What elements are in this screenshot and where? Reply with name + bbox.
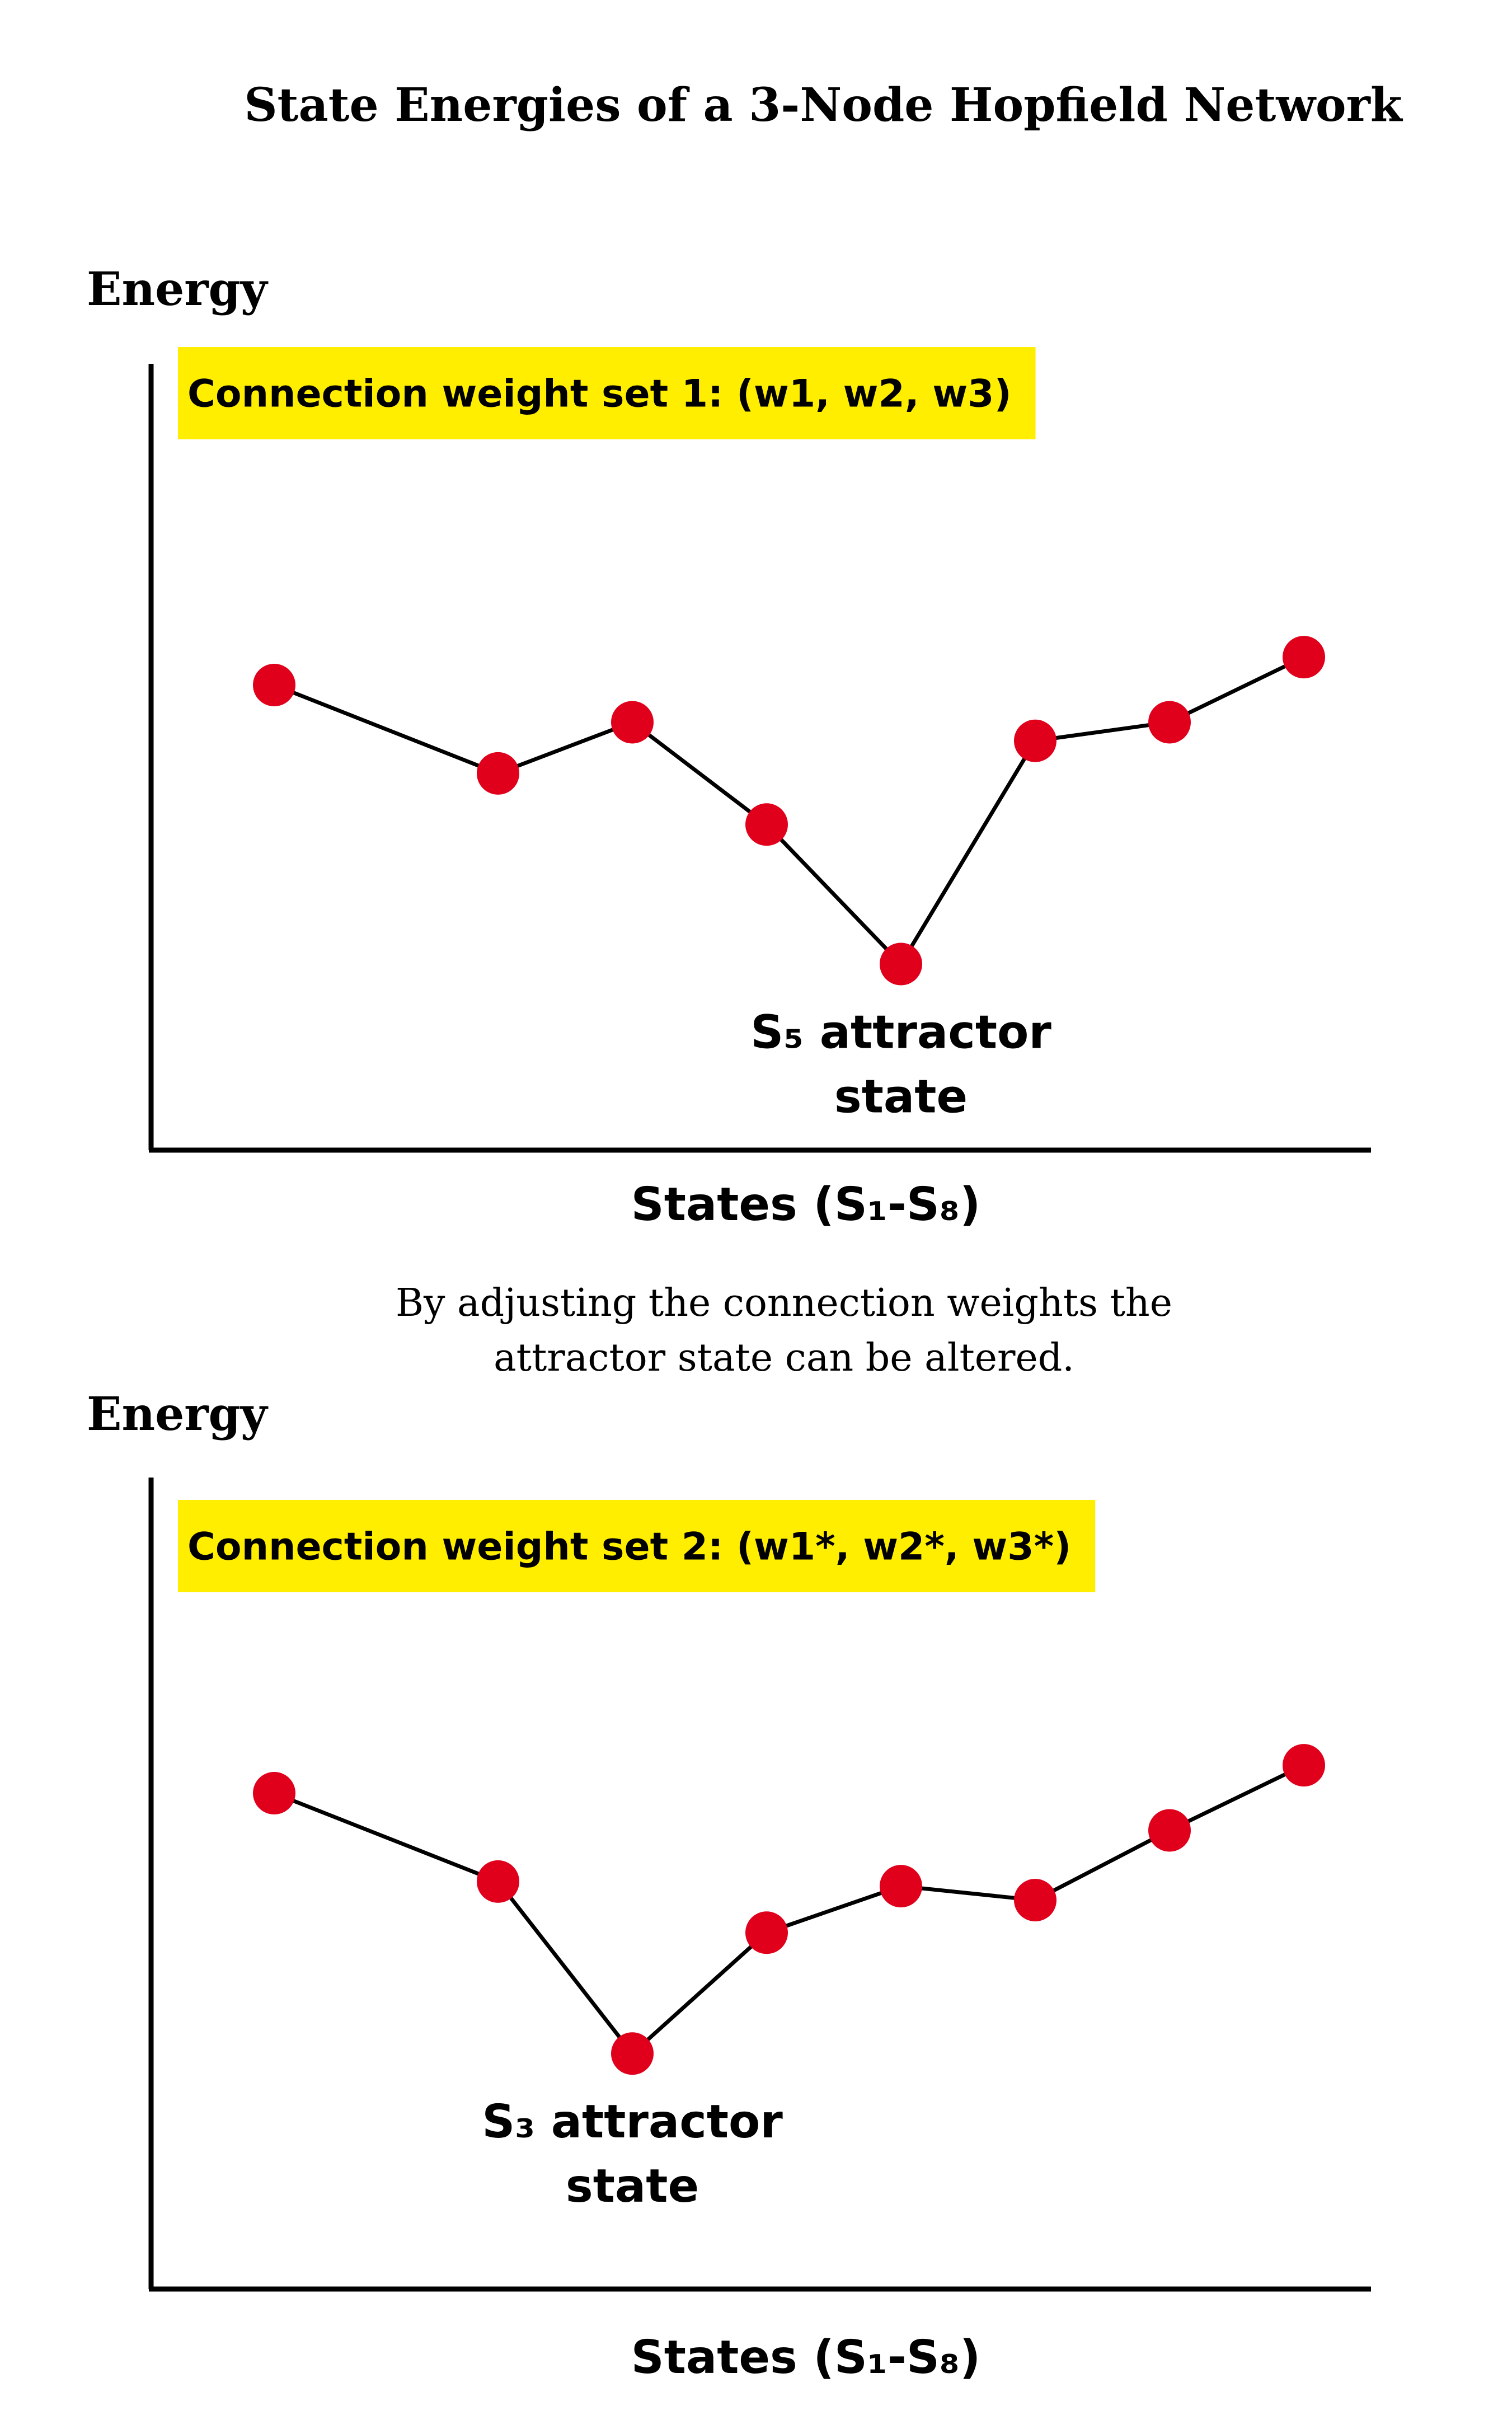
energy-point-s1 xyxy=(253,664,295,706)
figure-title: State Energies of a 3-Node Hopfield Netw… xyxy=(244,78,1402,132)
note-line-2: attractor state can be altered. xyxy=(494,1336,1074,1380)
energy-point-s8 xyxy=(1283,1744,1325,1787)
energy-point-s1 xyxy=(253,1772,295,1814)
weight-set-highlight-box xyxy=(178,347,1036,439)
energy-point-s4 xyxy=(745,803,788,846)
energy-point-s2 xyxy=(477,752,519,795)
x-axis-label: States (S₁-S₈) xyxy=(631,2331,981,2384)
energy-point-s7 xyxy=(1148,1809,1191,1852)
energy-point-s4 xyxy=(745,1911,788,1954)
energy-point-s3 xyxy=(611,701,654,744)
x-axis-label: States (S₁-S₈) xyxy=(631,1178,981,1231)
chart-panel-1: Energy Connection weight set 1: (w1, w2, … xyxy=(87,262,1371,1231)
weight-set-highlight-box xyxy=(178,1500,1096,1592)
energy-point-s2 xyxy=(477,1860,519,1903)
energy-point-s3 xyxy=(611,2032,654,2075)
energy-point-s6 xyxy=(1014,719,1056,762)
energy-point-s8 xyxy=(1283,636,1325,679)
energy-series-line xyxy=(273,655,1305,966)
energy-series-line xyxy=(273,1764,1305,2056)
energy-point-s7 xyxy=(1148,701,1191,744)
y-axis-label: Energy xyxy=(87,1387,269,1441)
chart-panel-2: Energy Connection weight set 2: (w1*, w2*… xyxy=(87,1387,1371,2384)
note-line-1: By adjusting the connection weights the xyxy=(396,1281,1172,1325)
attractor-annotation-line-1: S₅ attractor xyxy=(750,1006,1051,1059)
explanatory-note: By adjusting the connection weights the … xyxy=(0,1276,1512,1386)
attractor-annotation-line-1: S₃ attractor xyxy=(482,2095,783,2149)
attractor-annotation-line-2: state xyxy=(834,1070,968,1123)
weight-set-label: Connection weight set 1: (w1, w2, w3) xyxy=(187,372,1012,416)
energy-point-s5 xyxy=(880,942,922,986)
y-axis-label: Energy xyxy=(87,262,269,316)
weight-set-label: Connection weight set 2: (w1*, w2*, w3*) xyxy=(187,1525,1071,1569)
energy-point-s5 xyxy=(880,1865,922,1908)
energy-point-s6 xyxy=(1014,1879,1056,1922)
attractor-annotation-line-2: state xyxy=(566,2160,699,2213)
